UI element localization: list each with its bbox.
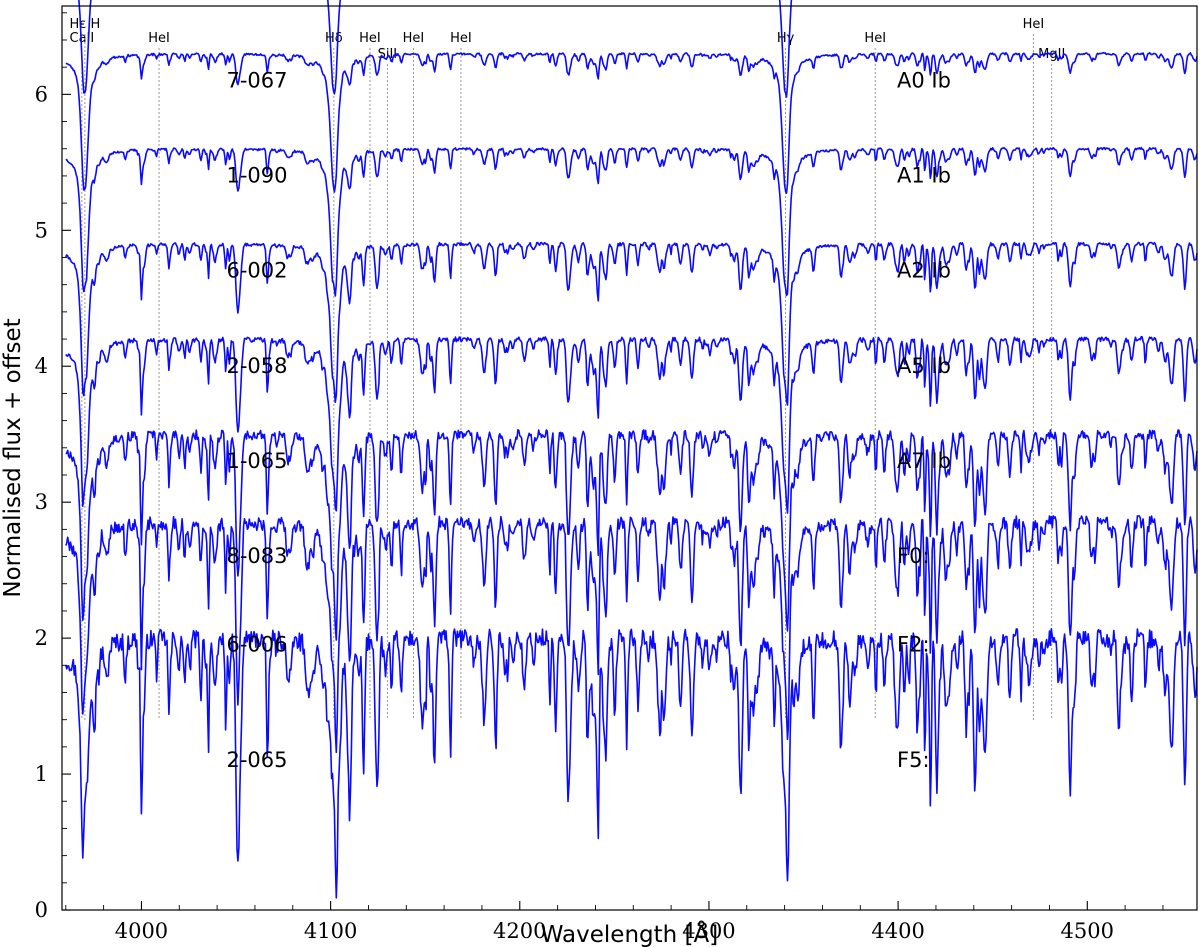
spectrum-6-006: [65, 515, 1198, 754]
series-label-6-002: 6-002: [226, 259, 287, 283]
marker-label-h-gamma: Hγ: [777, 31, 795, 46]
series-label-7-067: 7-067: [226, 68, 287, 92]
series-label-1-065: 1-065: [226, 449, 287, 473]
spectrum-2-058: [65, 241, 1198, 406]
spectral-type-8-083: F0:: [897, 544, 930, 568]
marker-label-hei-4471: HeI: [1023, 17, 1045, 32]
series-label-2-065: 2-065: [226, 748, 287, 772]
x-tick-label-4500: 4500: [1061, 919, 1114, 943]
spectral-type-7-067: A0 Ib: [897, 68, 951, 92]
spectral-type-2-058: A5 Ib: [897, 354, 951, 378]
x-tick-label-4200: 4200: [493, 919, 546, 943]
marker-label-hei-4121: HeI: [359, 31, 381, 46]
spectrum-1-065: [65, 335, 1198, 514]
star-labels: 7-067 A0 Ib 1-090 A1 Ib 6-002 A2 Ib 2-058 A5 Ib…: [226, 68, 950, 772]
axes: 4000 4100 4200 4300 4400 4500 0 1 2 3 4 5 6: [35, 5, 1198, 943]
spectral-type-6-002: A2 Ib: [897, 259, 951, 283]
y-tick-label-1: 1: [35, 762, 48, 786]
y-tick-label-3: 3: [35, 490, 48, 514]
x-axis-label: Wavelength [Å]: [541, 920, 718, 947]
x-tick-label-4100: 4100: [304, 919, 357, 943]
marker-label-hei-4143: HeI: [403, 31, 425, 46]
spectrum-8-083: [65, 429, 1198, 641]
y-tick-label-6: 6: [35, 82, 48, 106]
spectral-type-1-090: A1 Ib: [897, 164, 951, 188]
marker-label-hei-4009: HeI: [148, 31, 170, 46]
marker-label-hei-4388: HeI: [864, 31, 886, 46]
series-label-8-083: 8-083: [226, 544, 287, 568]
plot-frame: [61, 5, 1198, 911]
spectra-series: [65, 0, 1198, 899]
series-label-1-090: 1-090: [226, 164, 287, 188]
spectral-type-2-065: F5:: [897, 748, 930, 772]
y-tick-label-5: 5: [35, 218, 48, 242]
y-tick-label-4: 4: [35, 354, 48, 378]
marker-label-h-epsilon: Hε H: [70, 17, 101, 32]
y-tick-label-0: 0: [35, 898, 48, 922]
series-label-6-006: 6-006: [226, 633, 287, 657]
series-label-2-058: 2-058: [226, 354, 287, 378]
y-axis-label: Normalised flux + offset: [0, 318, 26, 597]
marker-label-hei-4169: HeI: [450, 31, 472, 46]
x-tick-label-4400: 4400: [871, 919, 924, 943]
spectrum-2-065: [65, 628, 1198, 899]
y-tick-label-2: 2: [35, 626, 48, 650]
spectrum-1-090: [65, 51, 1198, 194]
marker-label-h-delta: Hδ: [325, 31, 343, 46]
spectral-type-1-065: A7 Ib: [897, 449, 951, 473]
x-tick-label-4000: 4000: [115, 919, 168, 943]
spectral-type-6-006: F2:: [897, 633, 930, 657]
spectrum-6-002: [65, 146, 1198, 297]
x-tick-label-4300: 4300: [682, 919, 735, 943]
